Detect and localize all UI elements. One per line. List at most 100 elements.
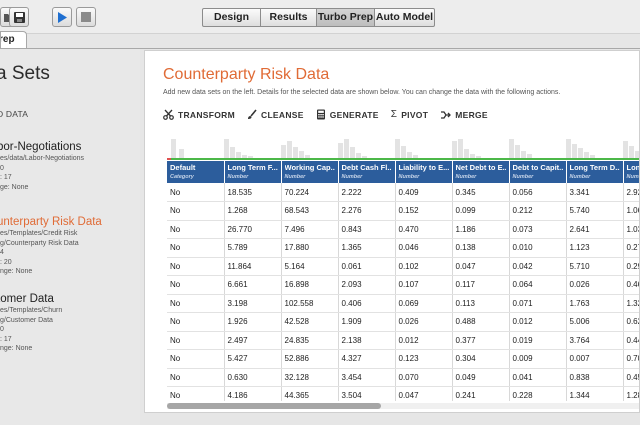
table-cell[interactable]: 0.009 <box>509 349 567 369</box>
table-cell[interactable]: 0.70 <box>623 349 639 369</box>
table-cell[interactable]: No <box>167 238 225 258</box>
table-cell[interactable]: 0.012 <box>395 331 453 350</box>
pivot-button[interactable]: Σ PIVOT <box>391 109 429 120</box>
table-cell[interactable]: 0.46 <box>623 275 639 295</box>
column-header[interactable]: Debt to Capit... Number <box>509 161 567 183</box>
table-cell[interactable]: 0.026 <box>395 312 453 332</box>
table-cell[interactable]: 0.228 <box>509 386 567 401</box>
table-cell[interactable]: 0.838 <box>566 368 624 387</box>
table-cell[interactable]: 11.864 <box>224 257 282 276</box>
table-cell[interactable]: 0.047 <box>452 257 510 276</box>
table-cell[interactable]: 4.327 <box>338 349 396 369</box>
table-cell[interactable]: 18.535 <box>224 183 282 202</box>
table-row[interactable]: No 6.661 16.898 2.093 0.107 0.117 0.064 0.026 0.… <box>167 275 639 295</box>
tab-results[interactable]: Results <box>261 9 317 26</box>
cleanse-button[interactable]: CLEANSE <box>247 109 304 120</box>
stop-process-button[interactable] <box>76 7 96 27</box>
table-cell[interactable]: No <box>167 183 225 202</box>
table-row[interactable]: No 5.789 17.880 1.365 0.046 0.138 0.010 1.123 0.… <box>167 238 639 258</box>
table-cell[interactable]: 0.241 <box>452 386 510 401</box>
tab-turbo-prep[interactable]: Turbo Prep <box>317 9 375 26</box>
table-cell[interactable]: 0.073 <box>509 220 567 239</box>
turbo-prep-doc-tab[interactable]: rep <box>0 31 27 49</box>
table-row[interactable]: No 2.497 24.835 2.138 0.012 0.377 0.019 3.764 0.… <box>167 331 639 350</box>
column-header[interactable]: Long Term D... Number <box>566 161 624 183</box>
column-header[interactable]: Liability to E... Number <box>395 161 453 183</box>
table-cell[interactable]: 0.45 <box>623 368 639 387</box>
tab-design[interactable]: Design <box>203 9 261 26</box>
table-cell[interactable]: 6.661 <box>224 275 282 295</box>
table-row[interactable]: No 11.864 5.164 0.061 0.102 0.047 0.042 5.710 0.… <box>167 257 639 276</box>
table-cell[interactable]: 0.377 <box>452 331 510 350</box>
table-cell[interactable]: 1.06 <box>623 201 639 221</box>
table-row[interactable]: No 1.268 68.543 2.276 0.152 0.099 0.212 5.740 1.… <box>167 201 639 221</box>
table-cell[interactable]: 1.909 <box>338 312 396 332</box>
table-cell[interactable]: 0.010 <box>509 238 567 258</box>
table-cell[interactable]: 0.019 <box>509 331 567 350</box>
table-cell[interactable]: 1.123 <box>566 238 624 258</box>
table-cell[interactable]: 0.102 <box>395 257 453 276</box>
column-header[interactable]: Long T Number <box>623 161 639 183</box>
table-cell[interactable]: 1.926 <box>224 312 282 332</box>
table-cell[interactable]: 0.042 <box>509 257 567 276</box>
scrollbar-thumb[interactable] <box>167 403 381 409</box>
table-cell[interactable]: 5.789 <box>224 238 282 258</box>
table-row[interactable]: No 18.535 70.224 2.222 0.409 0.345 0.056 3.341 2… <box>167 183 639 202</box>
table-cell[interactable]: 0.409 <box>395 183 453 202</box>
table-cell[interactable]: 102.558 <box>281 294 339 313</box>
horizontal-scrollbar[interactable] <box>167 403 639 409</box>
table-cell[interactable]: 0.44 <box>623 331 639 350</box>
table-cell[interactable]: 5.740 <box>566 201 624 221</box>
table-cell[interactable]: 0.117 <box>452 275 510 295</box>
table-cell[interactable]: No <box>167 257 225 276</box>
column-header[interactable]: Net Debt to E... Number <box>452 161 510 183</box>
table-cell[interactable]: 1.268 <box>224 201 282 221</box>
generate-button[interactable]: GENERATE <box>316 109 379 120</box>
table-cell[interactable]: 2.641 <box>566 220 624 239</box>
table-cell[interactable]: 1.186 <box>452 220 510 239</box>
table-cell[interactable]: 2.497 <box>224 331 282 350</box>
table-cell[interactable]: 0.107 <box>395 275 453 295</box>
table-cell[interactable]: 0.304 <box>452 349 510 369</box>
table-cell[interactable]: 2.92 <box>623 183 639 202</box>
transform-button[interactable]: TRANSFORM <box>163 109 235 120</box>
dataset-item-customer-data[interactable]: tomer Data es/Templates/Churn g/Customer… <box>0 292 140 354</box>
table-cell[interactable]: 0.630 <box>224 368 282 387</box>
table-cell[interactable]: 1.365 <box>338 238 396 258</box>
table-row[interactable]: No 1.926 42.528 1.909 0.026 0.488 0.012 5.006 0.… <box>167 312 639 332</box>
table-cell[interactable]: 2.138 <box>338 331 396 350</box>
table-cell[interactable]: 5.427 <box>224 349 282 369</box>
table-cell[interactable]: 70.224 <box>281 183 339 202</box>
table-cell[interactable]: 0.113 <box>452 294 510 313</box>
add-data-button[interactable]: D DATA <box>0 109 29 119</box>
table-cell[interactable]: 4.186 <box>224 386 282 401</box>
table-cell[interactable]: 0.061 <box>338 257 396 276</box>
table-cell[interactable]: 0.046 <box>395 238 453 258</box>
table-cell[interactable]: 0.123 <box>395 349 453 369</box>
table-cell[interactable]: No <box>167 368 225 387</box>
table-row[interactable]: No 5.427 52.886 4.327 0.123 0.304 0.009 0.007 0.… <box>167 349 639 369</box>
table-cell[interactable]: 2.276 <box>338 201 396 221</box>
table-cell[interactable]: 0.047 <box>395 386 453 401</box>
table-cell[interactable]: 0.064 <box>509 275 567 295</box>
table-cell[interactable]: 0.29 <box>623 257 639 276</box>
merge-button[interactable]: MERGE <box>440 109 488 120</box>
table-cell[interactable]: 2.093 <box>338 275 396 295</box>
dataset-item-labor-negotiations[interactable]: bor-Negotiations es/data/Labor-Negotiati… <box>0 140 140 192</box>
table-cell[interactable]: No <box>167 386 225 401</box>
table-cell[interactable]: 0.007 <box>566 349 624 369</box>
table-row[interactable]: No 0.630 32.128 3.454 0.070 0.049 0.041 0.838 0.… <box>167 368 639 387</box>
column-header[interactable]: Long Term F... Number <box>224 161 282 183</box>
dataset-item-counterparty-risk[interactable]: unterparty Risk Data es/Templates/Credit… <box>0 215 140 277</box>
table-cell[interactable]: No <box>167 349 225 369</box>
table-cell[interactable]: 0.488 <box>452 312 510 332</box>
table-cell[interactable]: 42.528 <box>281 312 339 332</box>
table-cell[interactable]: 0.406 <box>338 294 396 313</box>
table-row[interactable]: No 3.198 102.558 0.406 0.069 0.113 0.071 1.763 1… <box>167 294 639 313</box>
table-cell[interactable]: 0.152 <box>395 201 453 221</box>
table-cell[interactable]: 0.049 <box>452 368 510 387</box>
table-cell[interactable]: 0.071 <box>509 294 567 313</box>
table-cell[interactable]: 0.212 <box>509 201 567 221</box>
table-cell[interactable]: 3.341 <box>566 183 624 202</box>
tab-auto-model[interactable]: Auto Model <box>375 11 434 23</box>
